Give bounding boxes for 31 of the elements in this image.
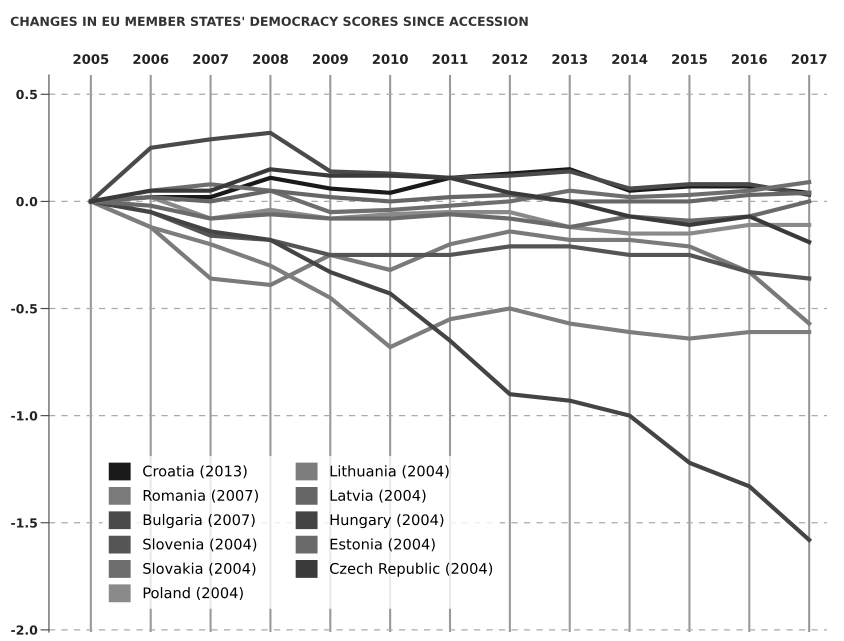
legend-label: Bulgaria (2007) (144, 514, 255, 528)
x-tick-label: 2012 (492, 54, 528, 64)
x-tick-label: 2017 (792, 54, 826, 64)
y-tick-label: -2.0 (11, 625, 38, 635)
legend-label: Hungary (2004) (330, 514, 444, 528)
x-tick-label: 2010 (372, 54, 408, 64)
legend-label: Czech Republic (2004) (330, 562, 492, 577)
x-tick-label: 2009 (312, 54, 348, 64)
x-tick-label: 2005 (74, 54, 108, 64)
x-tick-label: 2014 (612, 54, 648, 64)
y-tick-label: 0.0 (16, 196, 38, 206)
legend-label: Poland (2004) (144, 587, 243, 600)
chart-title: CHANGES IN EU MEMBER STATES' DEMOCRACY SCORES SINCE ACCESSION (10, 16, 528, 26)
y-tick-label: -1.5 (11, 518, 37, 528)
x-tick-label: 2007 (193, 54, 228, 64)
legend-label: Croatia (2013) (143, 465, 247, 478)
legend-label: Lithuania (2004) (330, 465, 449, 478)
legend-label: Slovakia (2004) (143, 562, 256, 576)
y-tick-label: 0.5 (16, 90, 37, 100)
x-tick-label: 2015 (672, 54, 707, 64)
x-tick-label: 2016 (732, 54, 767, 64)
x-tick-label: 2008 (253, 54, 288, 64)
y-tick-label: -0.5 (11, 304, 37, 314)
x-tick-label: 2011 (432, 54, 468, 64)
legend-label: Latvia (2004) (330, 490, 426, 503)
y-tick-label: -1.0 (11, 411, 38, 421)
legend-label: Slovenia (2004) (143, 538, 256, 552)
x-tick-label: 2013 (552, 54, 588, 64)
x-tick-label: 2006 (133, 54, 168, 64)
legend-label: Romania (2007) (144, 490, 258, 503)
legend-label: Estonia (2004) (330, 538, 435, 552)
